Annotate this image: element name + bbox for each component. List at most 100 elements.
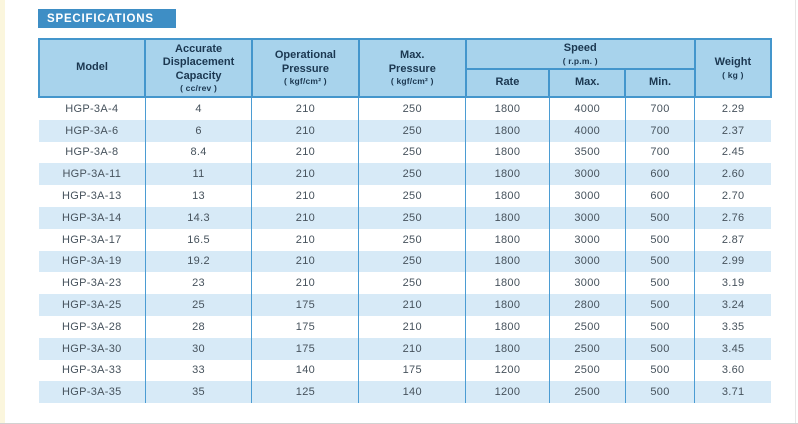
cell-operational-pressure: 210 (251, 250, 359, 273)
cell-max-pressure: 210 (358, 294, 466, 316)
cell-speed-rate: 1800 (465, 272, 550, 295)
col-header-model-title: Model (76, 61, 108, 74)
cell-weight: 2.37 (694, 119, 771, 142)
col-header-speed-unit: ( r.p.m. ) (562, 55, 598, 66)
cell-model: HGP-3A-28 (62, 320, 122, 333)
cell-max-pressure: 175 (358, 359, 466, 382)
cell-displacement: 16.5 (144, 228, 252, 251)
cell-speed-min: 500 (624, 228, 695, 251)
cell-displacement: 14.3 (144, 206, 252, 229)
table-row: HGP-3A-33 33 140 175 1200 2500 500 3.60 (39, 359, 771, 382)
cell-speed-min: 500 (624, 272, 695, 295)
col-header-max-pressure: Max. Pressure ( kgf/cm² ) (357, 38, 467, 98)
cell-speed-min: 600 (624, 163, 695, 186)
cell-operational-pressure: 210 (251, 228, 359, 251)
cell-weight: 3.24 (694, 294, 771, 316)
cell-max-pressure: 140 (358, 381, 466, 404)
cell-speed-rate: 1800 (465, 163, 550, 186)
cell-displacement: 13 (144, 185, 252, 207)
cell-operational-pressure: 175 (251, 337, 359, 360)
cell-model: HGP-3A-4 (65, 102, 119, 115)
table-body: HGP-3A-4 4 210 250 1800 4000 700 2.29 HGP-3A-6 6 2… (39, 97, 771, 404)
cell-weight: 3.35 (694, 315, 771, 338)
cell-operational-pressure: 210 (251, 97, 359, 120)
cell-model: HGP-3A-17 (62, 233, 122, 246)
cell-displacement: 11 (144, 163, 252, 186)
cell-displacement: 4 (144, 97, 252, 120)
cell-max-pressure: 210 (358, 337, 466, 360)
cell-speed-max: 3500 (548, 141, 626, 164)
cell-model: HGP-3A-30 (62, 342, 122, 355)
cell-speed-max: 3000 (548, 228, 626, 251)
table-header: Model Accurate Displacement Capacity ( c… (37, 38, 773, 98)
col-header-model: Model (37, 38, 147, 98)
cell-displacement: 23 (144, 272, 252, 295)
table-row: HGP-3A-11 11 210 250 1800 3000 600 2.60 (39, 163, 771, 186)
cell-max-pressure: 250 (358, 250, 466, 273)
col-header-displacement-unit: ( cc/rev ) (180, 82, 218, 93)
cell-displacement: 19.2 (144, 250, 252, 273)
cell-speed-min: 600 (624, 185, 695, 207)
cell-weight: 2.87 (694, 228, 771, 251)
cell-speed-rate: 1800 (465, 228, 550, 251)
table-row: HGP-3A-19 19.2 210 250 1800 3000 500 2.99 (39, 250, 771, 273)
section-title: SPECIFICATIONS (47, 12, 154, 25)
cell-displacement: 25 (144, 294, 252, 316)
cell-operational-pressure: 210 (251, 272, 359, 295)
cell-speed-max: 4000 (548, 119, 626, 142)
cell-weight: 3.19 (694, 272, 771, 295)
cell-model: HGP-3A-14 (62, 211, 122, 224)
table-row: HGP-3A-13 13 210 250 1800 3000 600 2.70 (39, 185, 771, 207)
cell-displacement: 28 (144, 315, 252, 338)
cell-max-pressure: 250 (358, 228, 466, 251)
col-header-weight: Weight ( kg ) (693, 38, 773, 98)
col-header-max-pressure-title: Max. Pressure (388, 49, 436, 75)
cell-speed-max: 2500 (548, 359, 626, 382)
cell-speed-max: 3000 (548, 185, 626, 207)
cell-max-pressure: 250 (358, 97, 466, 120)
cell-displacement: 8.4 (144, 141, 252, 164)
cell-speed-min: 500 (624, 315, 695, 338)
cell-model: HGP-3A-35 (62, 386, 122, 399)
cell-weight: 2.70 (694, 185, 771, 207)
table-row: HGP-3A-8 8.4 210 250 1800 3500 700 2.45 (39, 141, 771, 164)
section-banner: SPECIFICATIONS (38, 9, 176, 28)
cell-operational-pressure: 210 (251, 163, 359, 186)
cell-model: HGP-3A-25 (62, 299, 122, 312)
cell-max-pressure: 210 (358, 315, 466, 338)
cell-model: HGP-3A-8 (65, 146, 119, 159)
cell-speed-max: 3000 (548, 206, 626, 229)
page-edge-strip (0, 0, 5, 423)
table-row: HGP-3A-25 25 175 210 1800 2800 500 3.24 (39, 294, 771, 316)
cell-weight: 2.99 (694, 250, 771, 273)
cell-speed-min: 500 (624, 250, 695, 273)
table-row: HGP-3A-14 14.3 210 250 1800 3000 500 2.76 (39, 206, 771, 229)
cell-speed-min: 700 (624, 97, 695, 120)
page-edge-line (795, 0, 796, 423)
cell-model: HGP-3A-33 (62, 364, 122, 377)
specifications-table: Model Accurate Displacement Capacity ( c… (37, 38, 773, 404)
cell-speed-max: 2800 (548, 294, 626, 316)
col-header-weight-unit: ( kg ) (722, 69, 744, 80)
cell-speed-max: 3000 (548, 250, 626, 273)
cell-weight: 3.60 (694, 359, 771, 382)
cell-max-pressure: 250 (358, 272, 466, 295)
cell-displacement: 35 (144, 381, 252, 404)
table-row: HGP-3A-28 28 175 210 1800 2500 500 3.35 (39, 315, 771, 338)
col-header-speed-min: Min. (624, 68, 696, 98)
cell-speed-rate: 1800 (465, 206, 550, 229)
cell-speed-max: 2500 (548, 337, 626, 360)
cell-speed-max: 2500 (548, 381, 626, 404)
cell-max-pressure: 250 (358, 206, 466, 229)
cell-operational-pressure: 175 (251, 315, 359, 338)
cell-speed-rate: 1800 (465, 250, 550, 273)
cell-speed-min: 500 (624, 381, 695, 404)
col-header-weight-title: Weight (714, 56, 752, 69)
cell-speed-rate: 1800 (465, 294, 550, 316)
cell-speed-max: 2500 (548, 315, 626, 338)
cell-operational-pressure: 210 (251, 185, 359, 207)
cell-speed-rate: 1800 (465, 97, 550, 120)
cell-weight: 2.76 (694, 206, 771, 229)
table-row: HGP-3A-17 16.5 210 250 1800 3000 500 2.87 (39, 228, 771, 251)
